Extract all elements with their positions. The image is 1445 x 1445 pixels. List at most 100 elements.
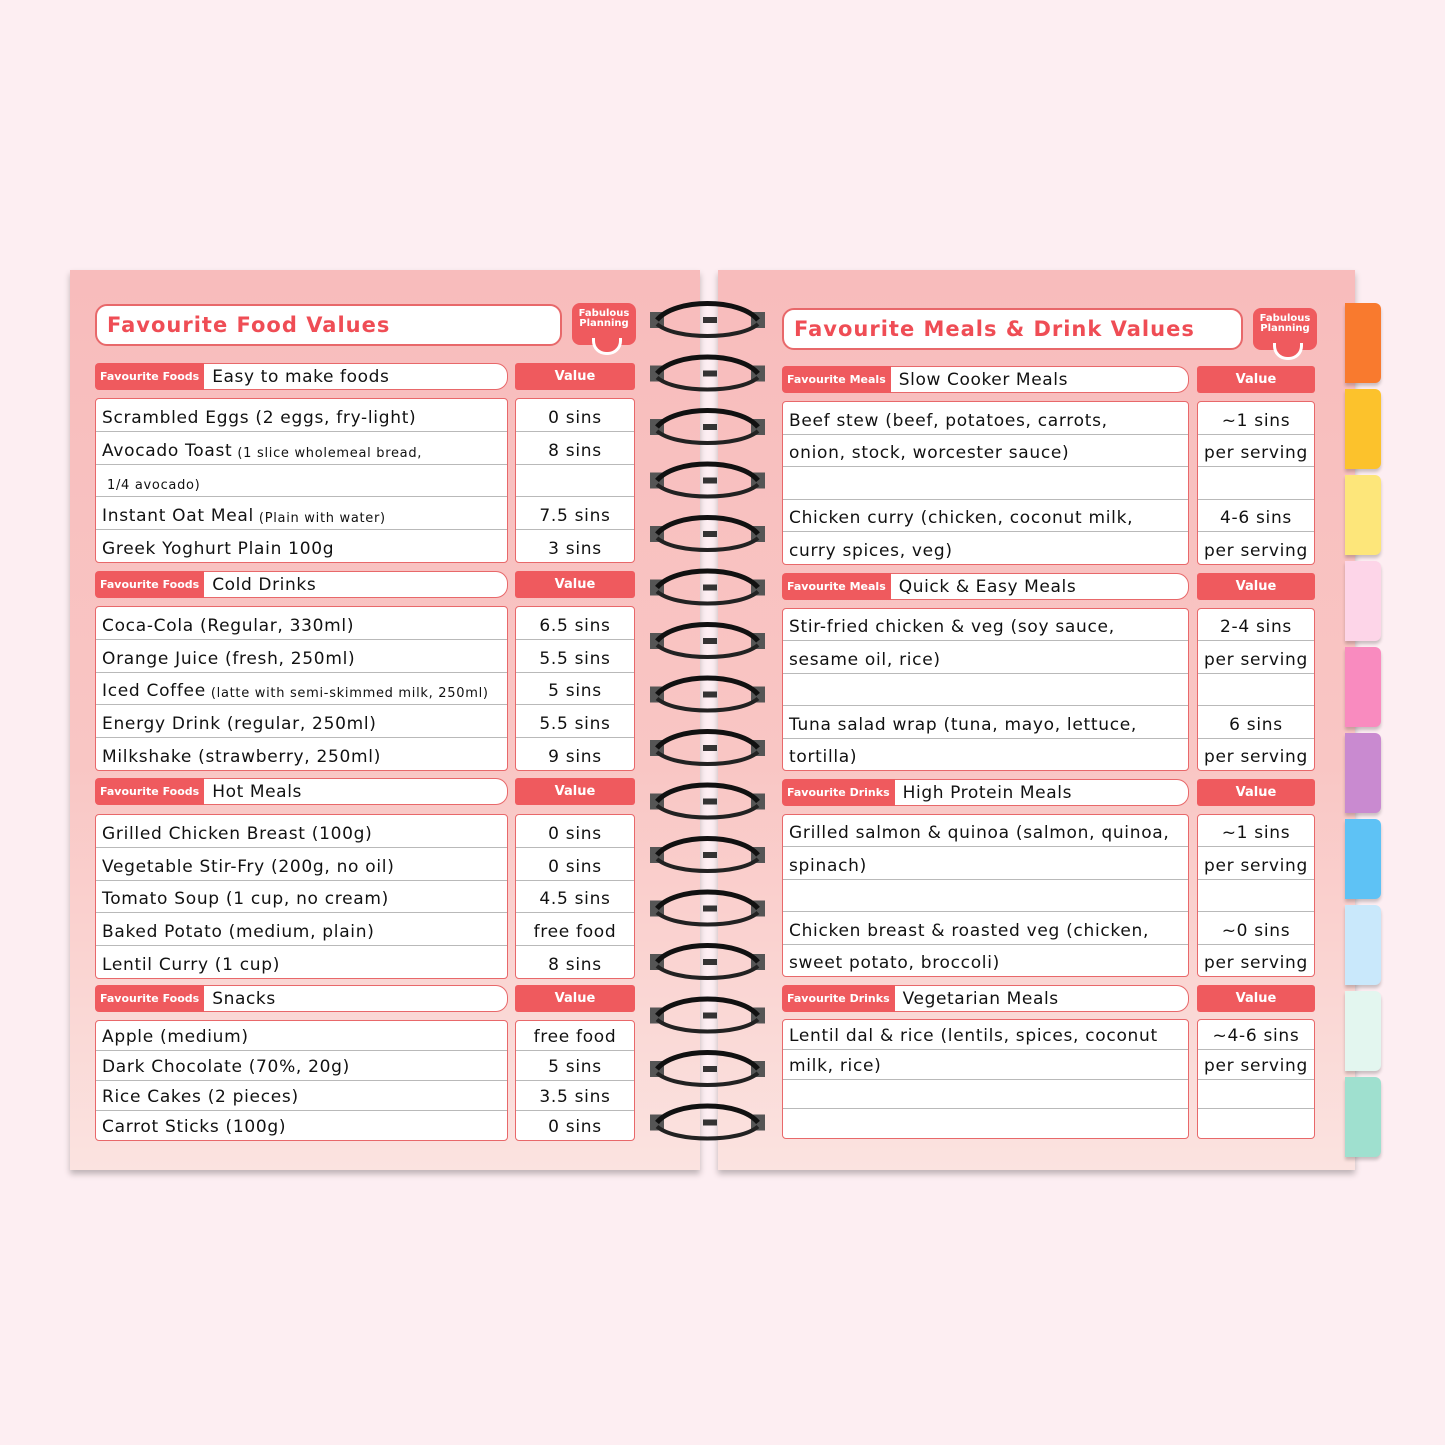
divider-tab[interactable] [1345, 819, 1381, 899]
item-value: 2-4 sins [1220, 617, 1292, 638]
value-cell[interactable]: 0 sins [516, 848, 634, 881]
divider-tab[interactable] [1345, 647, 1381, 727]
value-cell[interactable]: 5.5 sins [516, 640, 634, 673]
table-row[interactable]: tortilla) [783, 739, 1188, 770]
divider-tab[interactable] [1345, 389, 1381, 469]
table-row[interactable]: Grilled salmon & quinoa (salmon, quinoa, [783, 815, 1188, 848]
table-row[interactable]: 1/4 avocado) [96, 465, 507, 498]
divider-tab[interactable] [1345, 733, 1381, 813]
value-cell[interactable]: 3.5 sins [516, 1081, 634, 1111]
section-heading[interactable]: Quick & Easy Meals [890, 573, 1189, 600]
value-cell[interactable]: 4.5 sins [516, 881, 634, 914]
value-cell[interactable]: 6 sins [1198, 706, 1314, 739]
table-row[interactable]: Milkshake (strawberry, 250ml) [96, 738, 507, 770]
value-cell[interactable]: per serving [1198, 847, 1314, 880]
table-row[interactable]: Tuna salad wrap (tuna, mayo, lettuce, [783, 706, 1188, 739]
value-cell[interactable]: per serving [1198, 945, 1314, 976]
divider-tab[interactable] [1345, 475, 1381, 555]
value-cell[interactable]: 8 sins [516, 432, 634, 465]
value-cell[interactable] [1198, 674, 1314, 707]
value-cell[interactable]: ~1 sins [1198, 402, 1314, 435]
value-cell[interactable]: ~1 sins [1198, 815, 1314, 848]
value-cell[interactable]: per serving [1198, 641, 1314, 674]
table-row[interactable]: Lentil dal & rice (lentils, spices, coco… [783, 1020, 1188, 1050]
table-row[interactable]: Greek Yoghurt Plain 100g [96, 530, 507, 562]
value-cell[interactable]: ~0 sins [1198, 912, 1314, 945]
value-cell[interactable]: 0 sins [516, 815, 634, 848]
table-row[interactable]: milk, rice) [783, 1050, 1188, 1080]
table-row[interactable]: Dark Chocolate (70%, 20g) [96, 1051, 507, 1081]
value-cell[interactable] [1198, 467, 1314, 500]
value-cell[interactable]: 9 sins [516, 738, 634, 770]
table-row[interactable]: Coca-Cola (Regular, 330ml) [96, 607, 507, 640]
table-row[interactable]: Chicken breast & roasted veg (chicken, [783, 912, 1188, 945]
value-cell[interactable]: 8 sins [516, 946, 634, 978]
value-cell[interactable]: free food [516, 1021, 634, 1051]
value-cell[interactable]: 7.5 sins [516, 497, 634, 531]
value-cell[interactable]: 0 sins [516, 399, 634, 432]
divider-tab[interactable] [1345, 991, 1381, 1071]
value-cell[interactable]: 6.5 sins [516, 607, 634, 640]
table-row[interactable]: curry spices, veg) [783, 532, 1188, 564]
section-heading[interactable]: Easy to make foods [204, 363, 508, 390]
value-cell[interactable]: 2-4 sins [1198, 609, 1314, 642]
table-row[interactable]: Rice Cakes (2 pieces) [96, 1081, 507, 1111]
table-row[interactable]: Apple (medium) [96, 1021, 507, 1051]
section-tag: Favourite Drinks [782, 779, 895, 806]
table-row[interactable]: Vegetable Stir-Fry (200g, no oil) [96, 848, 507, 881]
table-row[interactable]: Tomato Soup (1 cup, no cream) [96, 881, 507, 914]
table-row[interactable]: Chicken curry (chicken, coconut milk, [783, 500, 1188, 533]
section-heading[interactable]: High Protein Meals [894, 779, 1189, 806]
divider-tab[interactable] [1345, 561, 1381, 641]
item-name: Grilled Chicken Breast (100g) [102, 823, 373, 844]
section-heading[interactable]: Slow Cooker Meals [890, 366, 1189, 393]
value-cell[interactable] [516, 465, 634, 498]
value-cell[interactable]: 0 sins [516, 1111, 634, 1140]
value-cell[interactable]: 5 sins [516, 673, 634, 706]
table-row[interactable]: Baked Potato (medium, plain) [96, 913, 507, 947]
value-cell[interactable]: ~4-6 sins [1198, 1020, 1314, 1050]
value-cell[interactable]: free food [516, 913, 634, 947]
section-tag: Favourite Foods [95, 778, 205, 805]
table-row[interactable]: Instant Oat Meal (Plain with water) [96, 497, 507, 531]
table-row[interactable]: sesame oil, rice) [783, 641, 1188, 674]
table-row[interactable]: spinach) [783, 847, 1188, 880]
table-row[interactable] [783, 1080, 1188, 1110]
table-row[interactable]: Grilled Chicken Breast (100g) [96, 815, 507, 848]
table-row[interactable] [783, 880, 1188, 913]
section-heading[interactable]: Hot Meals [204, 778, 508, 805]
table-row[interactable] [783, 467, 1188, 500]
table-row[interactable]: Orange Juice (fresh, 250ml) [96, 640, 507, 673]
value-cell[interactable] [1198, 880, 1314, 913]
table-row[interactable]: Carrot Sticks (100g) [96, 1111, 507, 1140]
value-cell[interactable] [1198, 1109, 1314, 1138]
table-row[interactable]: Iced Coffee (latte with semi-skimmed milk… [96, 673, 507, 706]
value-cell[interactable] [1198, 1080, 1314, 1110]
table-row[interactable] [783, 674, 1188, 707]
section-heading[interactable]: Vegetarian Meals [894, 985, 1189, 1012]
table-row[interactable]: Stir-fried chicken & veg (soy sauce, [783, 609, 1188, 642]
table-row[interactable]: Scrambled Eggs (2 eggs, fry-light) [96, 399, 507, 432]
table-row[interactable]: onion, stock, worcester sauce) [783, 435, 1188, 468]
value-cell[interactable]: 3 sins [516, 530, 634, 562]
value-cell[interactable]: per serving [1198, 435, 1314, 468]
value-cell[interactable]: 5 sins [516, 1051, 634, 1081]
table-row[interactable]: Energy Drink (regular, 250ml) [96, 705, 507, 739]
item-value: per serving [1204, 443, 1308, 464]
table-row[interactable]: Avocado Toast (1 slice wholemeal bread, [96, 432, 507, 465]
table-row[interactable]: sweet potato, broccoli) [783, 945, 1188, 976]
divider-tab[interactable] [1345, 303, 1381, 383]
value-cell[interactable]: 4-6 sins [1198, 500, 1314, 533]
value-cell[interactable]: 5.5 sins [516, 705, 634, 739]
value-cell[interactable]: per serving [1198, 739, 1314, 770]
table-row[interactable] [783, 1109, 1188, 1138]
section-heading[interactable]: Cold Drinks [204, 571, 508, 598]
value-cell[interactable]: per serving [1198, 1050, 1314, 1080]
item-value: 5 sins [548, 681, 602, 702]
divider-tab[interactable] [1345, 905, 1381, 985]
table-row[interactable]: Beef stew (beef, potatoes, carrots, [783, 402, 1188, 435]
section-heading[interactable]: Snacks [204, 985, 508, 1012]
table-row[interactable]: Lentil Curry (1 cup) [96, 946, 507, 978]
divider-tab[interactable] [1345, 1077, 1381, 1157]
value-cell[interactable]: per serving [1198, 532, 1314, 564]
